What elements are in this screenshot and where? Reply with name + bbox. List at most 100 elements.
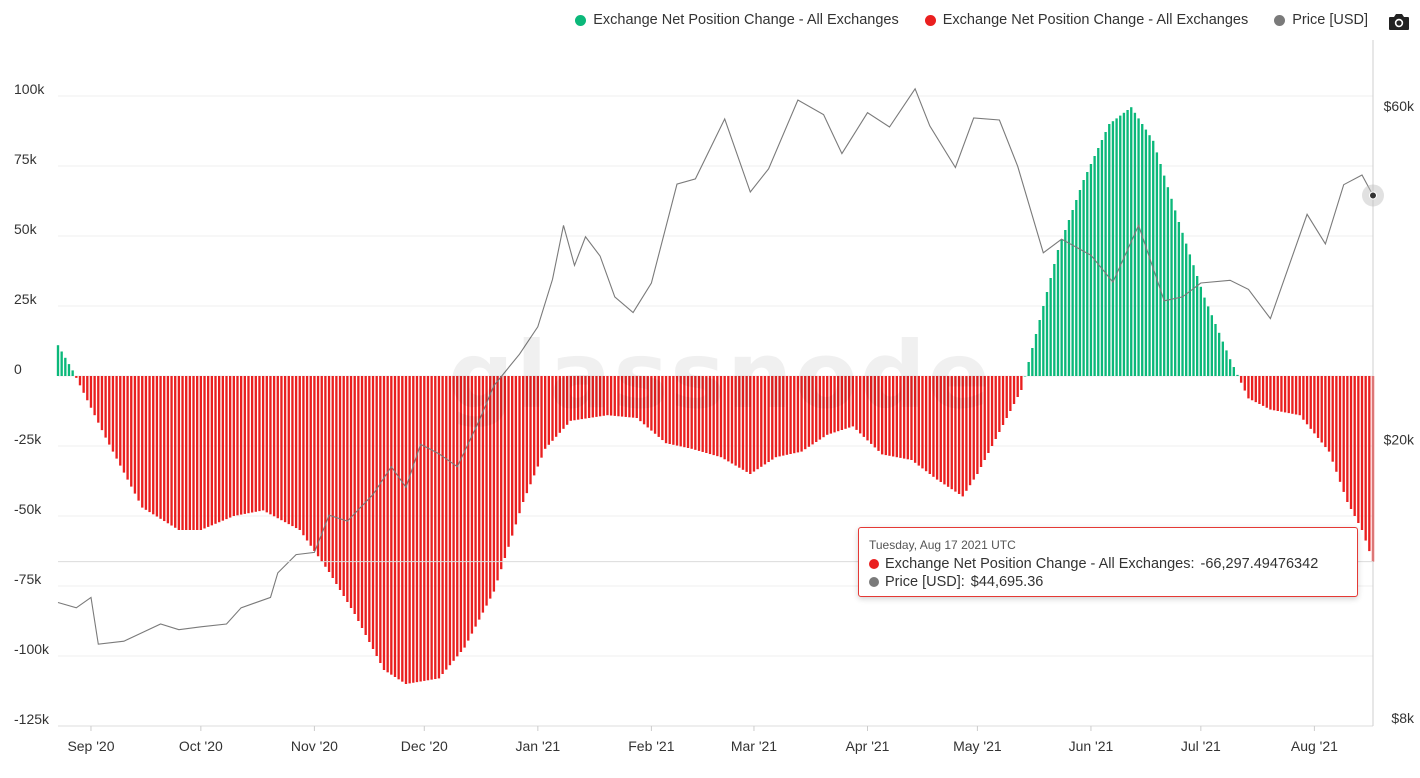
net-position-bar: [163, 376, 166, 522]
tooltip: Tuesday, Aug 17 2021 UTC Exchange Net Po…: [858, 527, 1358, 597]
net-position-bar: [1023, 376, 1027, 377]
net-position-bar: [357, 376, 360, 621]
net-position-bar: [1225, 350, 1228, 376]
net-position-bar: [239, 376, 243, 515]
net-position-bar: [199, 376, 203, 530]
net-position-bar: [708, 376, 712, 455]
net-position-bar: [1012, 376, 1016, 404]
net-position-bar: [1250, 376, 1254, 401]
net-position-bar: [155, 376, 159, 517]
net-position-bar: [434, 376, 437, 680]
net-position-bar: [609, 376, 613, 416]
net-position-bar: [650, 376, 653, 431]
net-position-bar: [1144, 129, 1148, 376]
net-position-bar: [968, 376, 972, 486]
legend-item-negative-change[interactable]: Exchange Net Position Change - All Excha…: [924, 12, 1248, 28]
y-left-tick-label: -100k: [14, 641, 50, 657]
x-tick-label: Apr '21: [846, 738, 890, 754]
net-position-bar: [771, 376, 774, 460]
camera-icon[interactable]: [1388, 12, 1410, 32]
net-position-bar: [1269, 376, 1272, 410]
net-position-bar: [1258, 376, 1261, 404]
net-position-bar: [1206, 306, 1210, 376]
net-position-bar: [130, 376, 133, 487]
net-position-bar: [1001, 376, 1005, 425]
y-left-tick-label: 100k: [14, 81, 45, 97]
legend-item-price[interactable]: Price [USD]: [1274, 12, 1368, 28]
net-position-bar: [181, 376, 184, 530]
net-position-bar: [1283, 376, 1287, 413]
net-position-bar: [1115, 118, 1118, 377]
net-position-bar: [547, 376, 551, 445]
net-position-bar: [371, 376, 375, 649]
net-position-bar: [994, 376, 997, 439]
net-position-bar: [390, 376, 393, 675]
y-right-tick-label: $8k: [1391, 710, 1415, 726]
net-position-bar: [364, 376, 367, 635]
net-position-bar: [576, 376, 580, 420]
net-position-bar: [1133, 112, 1137, 377]
net-position-bar: [1228, 359, 1232, 376]
net-position-bar: [675, 376, 679, 446]
legend-dot-icon: [1274, 14, 1286, 26]
net-position-bar: [1067, 220, 1071, 376]
legend-item-positive-change[interactable]: Exchange Net Position Change - All Excha…: [575, 12, 899, 28]
net-position-bar: [719, 376, 723, 458]
net-position-bar: [1243, 376, 1246, 391]
net-position-bar: [1097, 148, 1100, 376]
net-position-bar: [1324, 376, 1327, 448]
net-position-bar: [895, 376, 898, 458]
net-position-bar: [137, 376, 140, 501]
net-position-bar: [1104, 132, 1107, 376]
net-position-bar: [1045, 292, 1049, 376]
net-position-bar: [796, 376, 800, 453]
net-position-bar: [522, 376, 525, 502]
net-position-bar: [122, 376, 126, 473]
net-position-bar: [562, 376, 565, 429]
net-position-bar: [862, 376, 866, 437]
net-position-bar: [225, 376, 228, 520]
net-position-bar: [606, 376, 609, 416]
net-position-bar: [148, 376, 151, 513]
net-position-bar: [1291, 376, 1294, 414]
net-position-bar: [448, 376, 452, 666]
net-position-bar: [859, 376, 862, 434]
net-position-bar: [265, 376, 268, 513]
net-position-bar: [481, 376, 485, 613]
axes: 100k 75k 50k 25k 0 -25k -50k -75k -100k -125k $60k…: [14, 81, 1415, 754]
net-position-bar: [979, 376, 983, 467]
net-position-bar: [437, 376, 441, 679]
net-position-bar: [1060, 240, 1063, 376]
net-position-bar: [203, 376, 206, 529]
net-position-bar: [833, 376, 836, 433]
net-position-bar: [837, 376, 840, 432]
net-position-bar: [408, 376, 411, 684]
net-position-bar: [1049, 278, 1052, 376]
x-tick-label: Oct '20: [179, 738, 223, 754]
net-position-bar: [1192, 265, 1195, 376]
x-tick-label: Jul '21: [1181, 738, 1221, 754]
x-tick-label: Jun '21: [1069, 738, 1114, 754]
net-position-bar: [1316, 376, 1320, 438]
net-position-bar: [64, 357, 67, 376]
net-position-bar: [1236, 374, 1239, 376]
y-right-tick-label: $60k: [1384, 98, 1415, 114]
net-position-bar: [924, 376, 928, 472]
net-position-bar: [1111, 121, 1115, 376]
net-position-bar: [734, 376, 737, 466]
net-position-bar: [1016, 376, 1019, 397]
net-position-bar: [826, 376, 829, 435]
net-position-bar: [75, 376, 78, 378]
net-position-bar: [331, 376, 334, 578]
tooltip-dot-icon: [869, 577, 879, 587]
net-position-bar: [935, 376, 939, 480]
x-tick-label: May '21: [953, 738, 1002, 754]
net-position-bar: [1265, 376, 1268, 408]
net-position-bar: [928, 376, 931, 474]
net-position-bar: [1148, 135, 1151, 376]
net-position-bar: [207, 376, 210, 527]
net-position-bar: [196, 376, 199, 530]
net-position-bar: [760, 376, 763, 467]
net-position-bar: [1141, 124, 1144, 376]
net-position-bar: [525, 376, 529, 494]
